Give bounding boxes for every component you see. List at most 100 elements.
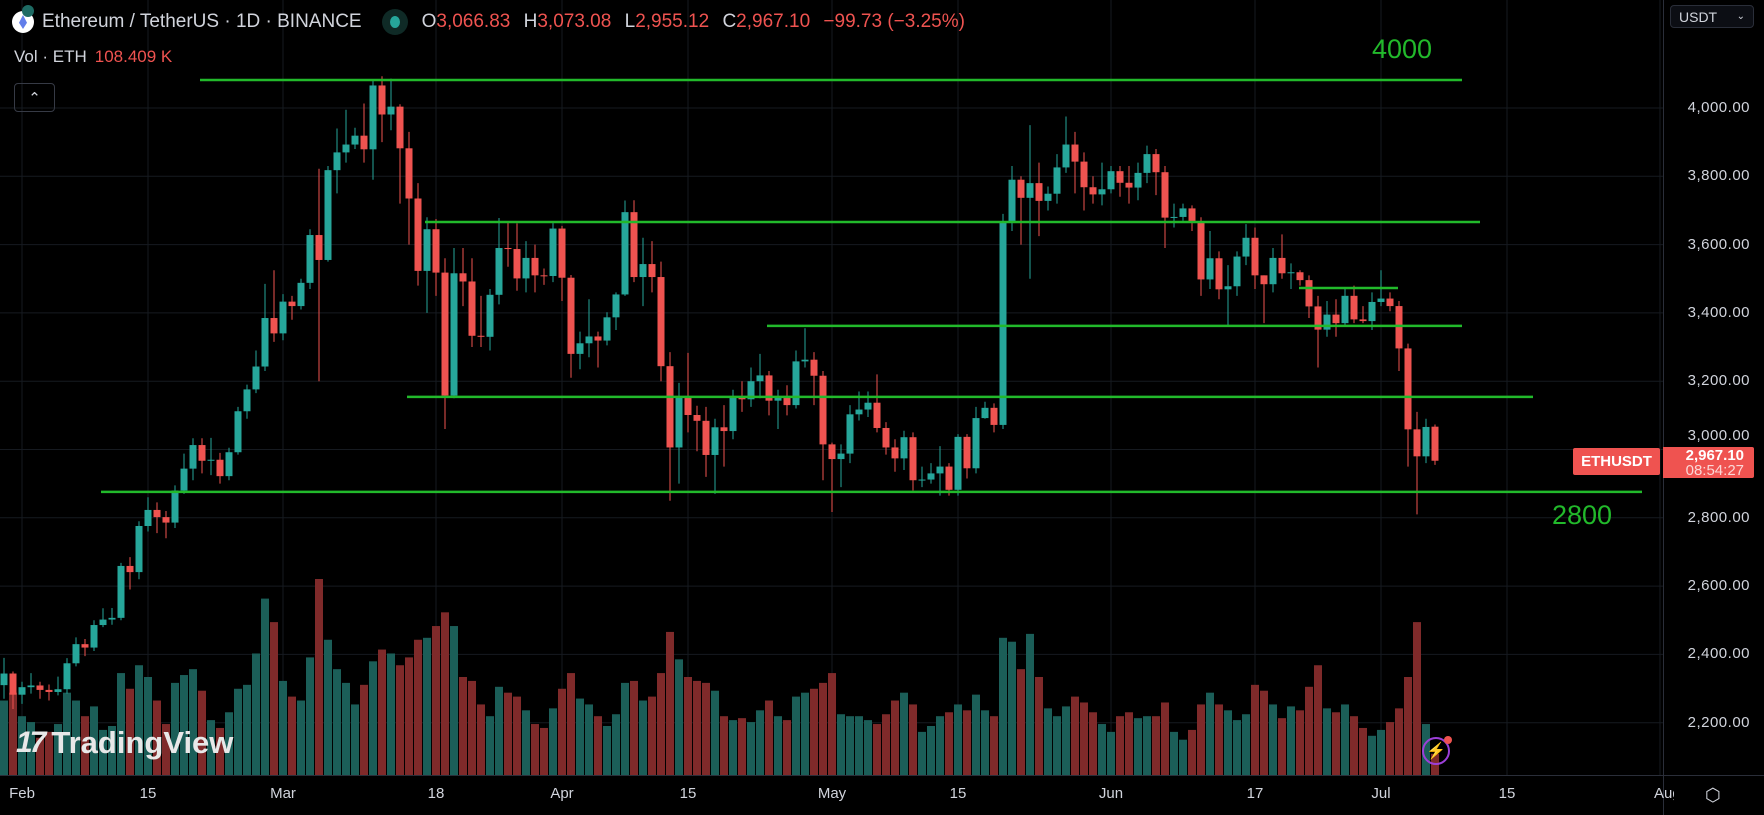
- volume-bar: [279, 680, 287, 775]
- candle-body: [387, 106, 395, 115]
- time-tick-label: Apr: [550, 785, 574, 802]
- volume-bar: [1116, 716, 1124, 775]
- volume-bar: [486, 716, 494, 775]
- level-lines: [101, 78, 1642, 494]
- last-price-tag: 2,967.10 08:54:27: [1663, 447, 1754, 478]
- candle-body: [63, 663, 71, 690]
- candle-body: [180, 468, 188, 491]
- candle-body: [792, 361, 800, 406]
- volume-bar: [783, 720, 791, 775]
- volume-bar: [972, 694, 980, 775]
- level-annotation-4000[interactable]: 4000: [1372, 34, 1433, 64]
- tradingview-logo-text: TradingView: [51, 725, 234, 760]
- candle-body: [873, 402, 881, 428]
- candle-body: [711, 427, 719, 455]
- tradingview-logo-icon: 17: [16, 726, 46, 759]
- volume-bar: [396, 665, 404, 775]
- volume-bar: [333, 669, 341, 775]
- volume-bar: [477, 704, 485, 775]
- price-tick-label: 3,600.00: [1687, 235, 1750, 253]
- volume-legend[interactable]: Vol · ETH 108.409 K: [14, 47, 172, 67]
- time-tick-label: May: [817, 785, 847, 802]
- chevron-up-icon: ⌃: [28, 89, 41, 107]
- volume-bar: [684, 677, 692, 775]
- high-value: 3,073.08: [537, 11, 612, 32]
- candle-body: [891, 447, 899, 459]
- volume-bar: [360, 684, 368, 775]
- volume-bar: [855, 716, 863, 775]
- volume-bar: [1026, 633, 1034, 775]
- candle-body: [1107, 171, 1115, 190]
- volume-bar: [1368, 735, 1376, 775]
- candle-body: [666, 366, 674, 448]
- volume-bar: [738, 718, 746, 775]
- volume-bar: [441, 612, 449, 775]
- time-tick-label: 18: [427, 785, 445, 802]
- volume-bar: [459, 677, 467, 775]
- collapse-legend-button[interactable]: ⌃: [14, 83, 55, 112]
- volume-bar: [189, 669, 197, 775]
- candle-body: [639, 264, 647, 278]
- market-status-icon[interactable]: [381, 9, 408, 35]
- volume-bar: [153, 700, 161, 775]
- candle-body: [567, 277, 575, 354]
- candle-body: [1062, 144, 1070, 168]
- candle-body: [972, 418, 980, 469]
- volume-bar: [1152, 716, 1160, 775]
- volume-bar: [1107, 731, 1115, 775]
- candle-body: [1143, 154, 1151, 173]
- candle-body: [1035, 183, 1043, 201]
- volume-bar: [648, 696, 656, 775]
- symbol-title[interactable]: Ethereum / TetherUS · 1D · BINANCE: [42, 11, 362, 32]
- candle-body: [135, 525, 143, 573]
- candle-body: [801, 359, 809, 362]
- volume-bar: [198, 690, 206, 775]
- volume-bar: [936, 716, 944, 775]
- candle-body: [846, 414, 854, 454]
- volume-bar: [1035, 677, 1043, 775]
- candle-body: [990, 407, 998, 425]
- level-annotation-2800[interactable]: 2800: [1552, 500, 1613, 530]
- volume-bar: [954, 704, 962, 775]
- candle-body: [1260, 275, 1268, 285]
- volume-bar: [1350, 716, 1358, 775]
- volume-bar: [72, 700, 80, 775]
- volume-bar: [1098, 724, 1106, 775]
- volume-bar: [423, 637, 431, 775]
- settings-icon[interactable]: ⬡: [1705, 785, 1721, 805]
- volume-bar: [891, 700, 899, 775]
- candle-body: [72, 644, 80, 664]
- volume-bar: [882, 714, 890, 775]
- volume-bar: [810, 688, 818, 775]
- candle-body: [729, 397, 737, 432]
- volume-bar: [1269, 704, 1277, 775]
- volume-bar: [135, 665, 143, 775]
- open-label: O: [421, 11, 437, 32]
- volume-bar: [693, 680, 701, 775]
- candle-body: [153, 509, 161, 518]
- candle-body: [45, 689, 53, 692]
- volume-bar: [1242, 714, 1250, 775]
- exchange-badge-icon: [22, 5, 34, 17]
- volume-bar: [1017, 669, 1025, 775]
- currency-dropdown[interactable]: USDT ⌄: [1670, 5, 1754, 28]
- volume-bar: [1206, 692, 1214, 775]
- candle-body: [1053, 167, 1061, 194]
- candle-body: [1125, 182, 1133, 188]
- symbol-header[interactable]: Ethereum / TetherUS · 1D · BINANCE O3,06…: [12, 5, 973, 35]
- candle-body: [585, 336, 593, 344]
- lightning-icon[interactable]: ⚡: [1422, 737, 1450, 765]
- candle-body: [963, 436, 971, 469]
- price-tick-label: 2,600.00: [1687, 577, 1750, 595]
- candle-body: [27, 685, 35, 688]
- candle-body: [1224, 286, 1232, 290]
- volume-bar: [1224, 710, 1232, 775]
- tradingview-logo[interactable]: 17 TradingView: [16, 725, 233, 761]
- volume-bar: [369, 661, 377, 775]
- volume-bar: [450, 626, 458, 775]
- volume-bar: [756, 710, 764, 775]
- candle-body: [1188, 208, 1196, 222]
- volume-bar: [819, 682, 827, 775]
- candle-body: [468, 281, 476, 336]
